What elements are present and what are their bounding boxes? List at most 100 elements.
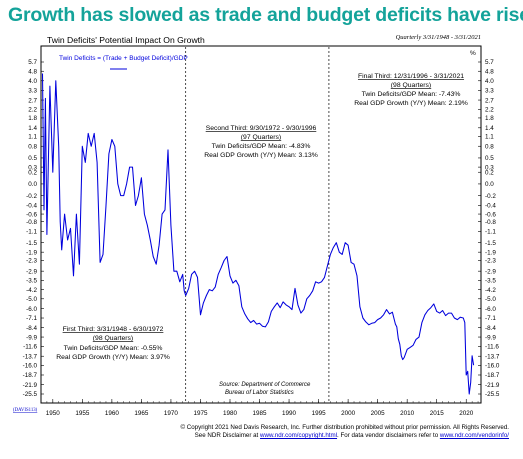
y-tick-label-left: 1.1 bbox=[28, 134, 37, 141]
y-tick-label-right: -2.9 bbox=[485, 268, 496, 275]
y-tick-label-left: 0.0 bbox=[28, 181, 37, 188]
y-tick-label-right: -16.0 bbox=[485, 363, 500, 370]
y-tick-label-right: 4.0 bbox=[485, 78, 494, 85]
y-tick-label-left: -0.2 bbox=[26, 193, 37, 200]
footer-disclaimer-prefix: See NDR Disclaimer at bbox=[194, 432, 261, 439]
y-tick-label-left: -18.7 bbox=[23, 372, 38, 379]
y-tick-label-left: -2.3 bbox=[26, 258, 37, 265]
y-tick-label-right: -1.5 bbox=[485, 240, 496, 247]
y-tick-label-left: -0.6 bbox=[26, 211, 37, 218]
y-tick-label-left: 0.5 bbox=[28, 155, 37, 162]
chart-title: Twin Deficits' Potential Impact On Growt… bbox=[47, 35, 205, 45]
y-tick-label-right: 4.8 bbox=[485, 68, 494, 75]
final-third-mean: Twin Deficits/GDP Mean: -7.43% bbox=[362, 91, 461, 98]
y-tick-label-right: 1.1 bbox=[485, 134, 494, 141]
y-tick-label-left: -0.8 bbox=[26, 219, 37, 226]
source-line-2: Bureau of Labor Statistics bbox=[225, 390, 294, 396]
y-tick-label-right: -18.7 bbox=[485, 372, 500, 379]
x-tick-label: 2010 bbox=[400, 410, 415, 417]
first-third-growth: Real GDP Growth (Y/Y) Mean: 3.97% bbox=[56, 354, 170, 361]
second-third-title: Second Third: 9/30/1972 - 9/30/1996 bbox=[206, 125, 317, 132]
y-tick-label-right: -6.0 bbox=[485, 306, 496, 313]
vendor-info-link[interactable]: www.ndr.com/vendorinfo/ bbox=[439, 432, 509, 439]
y-tick-label-left: 2.2 bbox=[28, 107, 37, 114]
y-axis-left: 5.7 4.8 4.0 3.3 2.7 2.21.8 1.4 1.1 0.8 0.5 0.30.2 0… bbox=[23, 59, 44, 398]
y-tick-label-right: 0.5 bbox=[485, 155, 494, 162]
y-tick-label-left: 4.0 bbox=[28, 78, 37, 85]
y-tick-label-right: -7.1 bbox=[485, 315, 496, 322]
x-tick-label: 1980 bbox=[223, 410, 238, 417]
second-third-quarters: (97 Quarters) bbox=[241, 134, 281, 141]
x-tick-label: 2000 bbox=[341, 410, 356, 417]
x-tick-label: 1965 bbox=[134, 410, 149, 417]
y-axis-right: 5.7 4.8 4.0 3.3 2.7 2.21.8 1.4 1.1 0.8 0.5 0.30.2 0… bbox=[478, 59, 500, 398]
final-third-title: Final Third: 12/31/1996 - 3/31/2021 bbox=[358, 73, 464, 80]
y-tick-label-right: -0.2 bbox=[485, 193, 496, 200]
y-tick-label-left: -1.5 bbox=[26, 240, 37, 247]
x-tick-label: 1975 bbox=[193, 410, 208, 417]
x-tick-label: 1960 bbox=[105, 410, 120, 417]
x-tick-label: 1950 bbox=[46, 410, 61, 417]
annotation-second-third: Second Third: 9/30/1972 - 9/30/1996 (97 … bbox=[204, 125, 318, 159]
y-tick-label-right: -11.6 bbox=[485, 344, 499, 351]
footer-copyright: © Copyright 2021 Ned Davis Research, Inc… bbox=[180, 424, 509, 431]
annotation-final-third: Final Third: 12/31/1996 - 3/31/2021 (98 … bbox=[354, 73, 468, 107]
y-tick-label-left: -4.2 bbox=[26, 287, 37, 294]
y-tick-label-right: 1.8 bbox=[485, 115, 494, 122]
y-tick-label-left: 3.3 bbox=[28, 88, 37, 95]
frequency-note: Quarterly 3/31/1948 - 3/31/2021 bbox=[396, 34, 481, 41]
y-tick-label-right: 1.4 bbox=[485, 125, 494, 132]
y-tick-label-left: -16.0 bbox=[23, 363, 38, 370]
x-tick-label: 1990 bbox=[282, 410, 297, 417]
y-tick-label-left: 0.3 bbox=[28, 164, 37, 171]
x-tick-label: 1995 bbox=[312, 410, 327, 417]
final-third-growth: Real GDP Growth (Y/Y) Mean: 2.19% bbox=[354, 100, 468, 107]
y-unit-label: % bbox=[470, 50, 476, 57]
y-tick-label-left: -25.5 bbox=[23, 391, 38, 398]
y-tick-label-left: -1.9 bbox=[26, 249, 37, 256]
annotation-first-third: First Third: 3/31/1948 - 6/30/1972 (98 Q… bbox=[56, 326, 170, 361]
y-tick-label-left: -7.1 bbox=[26, 315, 37, 322]
y-tick-label-left: -6.0 bbox=[26, 306, 37, 313]
y-tick-label-left: 5.7 bbox=[28, 59, 37, 66]
y-tick-label-right: 0.8 bbox=[485, 143, 494, 150]
y-tick-label-right: -25.5 bbox=[485, 391, 500, 398]
y-tick-label-right: -0.4 bbox=[485, 203, 496, 210]
source-line-1: Source: Department of Commerce bbox=[219, 382, 311, 388]
y-tick-label-left: -8.4 bbox=[26, 325, 37, 332]
y-tick-label-left: -0.4 bbox=[26, 203, 37, 210]
y-tick-label-left: 4.8 bbox=[28, 68, 37, 75]
second-third-mean: Twin Deficits/GDP Mean: -4.83% bbox=[212, 143, 311, 150]
y-tick-label-right: -9.9 bbox=[485, 334, 496, 341]
y-tick-label-right: 0.0 bbox=[485, 181, 494, 188]
x-axis: 1950 1955 1960 1965 1970 1975 1980 1985 1990 1995… bbox=[40, 399, 479, 417]
y-tick-label-right: 2.7 bbox=[485, 97, 494, 104]
y-tick-label-left: -21.9 bbox=[23, 382, 38, 389]
y-tick-label-left: -3.5 bbox=[26, 278, 37, 285]
y-tick-label-right: -21.9 bbox=[485, 382, 500, 389]
copyright-link[interactable]: www.ndr.com/copyright.html bbox=[260, 432, 338, 439]
y-tick-label-right: -8.4 bbox=[485, 325, 496, 332]
period-dividers bbox=[185, 47, 330, 402]
footer-disclaimer: See NDR Disclaimer at www.ndr.com/copyri… bbox=[39, 432, 509, 440]
y-tick-label-right: -13.7 bbox=[485, 353, 500, 360]
y-tick-label-left: 0.2 bbox=[28, 169, 37, 176]
y-tick-label-right: -0.6 bbox=[485, 211, 496, 218]
y-tick-label-right: -5.0 bbox=[485, 296, 496, 303]
twin-deficits-line bbox=[41, 73, 475, 395]
x-tick-label: 2005 bbox=[371, 410, 386, 417]
y-tick-label-left: -2.9 bbox=[26, 268, 37, 275]
final-third-quarters: (98 Quarters) bbox=[391, 82, 431, 89]
y-tick-label-left: -1.1 bbox=[26, 229, 37, 236]
y-tick-label-right: -2.3 bbox=[485, 258, 496, 265]
footer: © Copyright 2021 Ned Davis Research, Inc… bbox=[39, 424, 509, 440]
y-tick-label-right: -1.9 bbox=[485, 249, 496, 256]
y-tick-label-right: 0.3 bbox=[485, 164, 494, 171]
first-third-mean: Twin Deficits/GDP Mean: -0.55% bbox=[64, 345, 163, 352]
y-tick-label-left: -5.0 bbox=[26, 296, 37, 303]
source-note: Source: Department of Commerce Bureau of… bbox=[219, 382, 311, 396]
y-tick-label-left: -11.6 bbox=[23, 344, 37, 351]
headline: Growth has slowed as trade and budget de… bbox=[8, 4, 523, 26]
series-layer bbox=[41, 73, 475, 395]
